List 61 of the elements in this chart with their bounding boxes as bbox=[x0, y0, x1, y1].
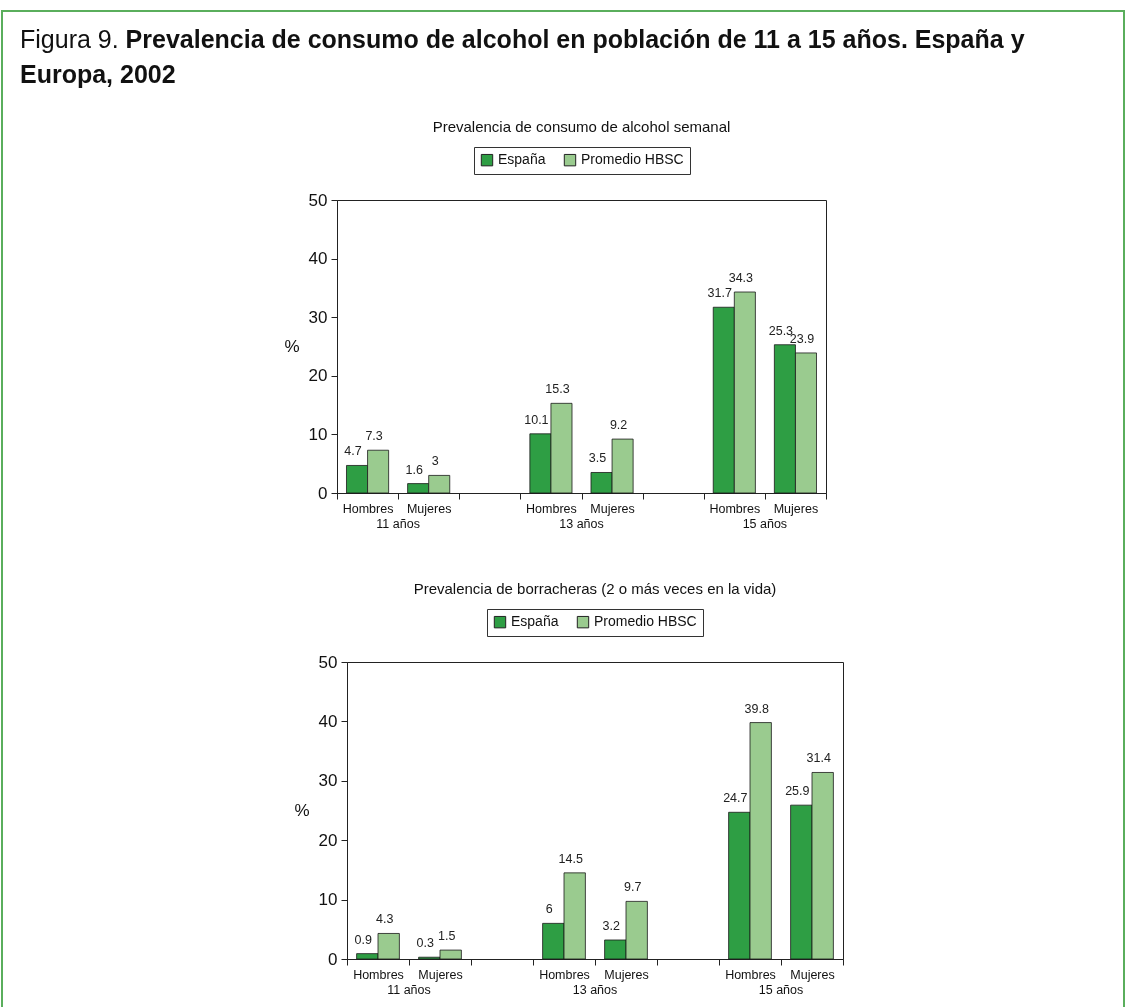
data-label: 34.3 bbox=[728, 271, 754, 285]
data-label: 4.3 bbox=[375, 912, 394, 927]
data-label: 25.9 bbox=[785, 784, 810, 799]
y-axis-title: % bbox=[284, 337, 300, 356]
data-label: 24.7 bbox=[723, 791, 748, 806]
data-label: 3.2 bbox=[602, 918, 621, 933]
x-tick-label: Mujeres bbox=[406, 501, 452, 516]
y-tick-label: 40 bbox=[308, 249, 328, 269]
text: 15 años bbox=[742, 517, 788, 531]
data-label: 6 bbox=[545, 902, 553, 917]
text: 11 años bbox=[376, 517, 420, 531]
x-tick-label: Hombres bbox=[725, 967, 776, 982]
data-label: 1.6 bbox=[405, 462, 423, 477]
data-label: 4.7 bbox=[344, 444, 362, 459]
y-tick-label: 50 bbox=[308, 190, 328, 210]
x-tick-label: Mujeres bbox=[604, 967, 649, 982]
x-tick-label: Mujeres bbox=[418, 967, 463, 982]
data-label: 14.5 bbox=[558, 851, 583, 866]
y-tick-label: 10 bbox=[318, 890, 338, 910]
x-tick-label: Hombres bbox=[342, 501, 394, 516]
chart-title: Prevalencia de borracheras (2 o más veces en la vida) bbox=[413, 579, 777, 597]
data-label: 1.5 bbox=[437, 929, 456, 944]
y-tick-label: 0 bbox=[328, 949, 338, 969]
y-tick-label: 50 bbox=[318, 652, 338, 672]
legend-label: Promedio HBSC bbox=[581, 151, 684, 168]
data-label: 3.5 bbox=[588, 451, 607, 466]
x-tick-label: Mujeres bbox=[773, 501, 819, 516]
y-axis-title: % bbox=[294, 801, 310, 820]
data-label: 31.4 bbox=[806, 751, 831, 766]
y-tick-label: 40 bbox=[318, 711, 338, 731]
data-label: 9.2 bbox=[609, 418, 628, 433]
legend-label: Promedio HBSC bbox=[594, 613, 697, 630]
text: 15 años bbox=[758, 983, 804, 997]
data-label: 10.1 bbox=[524, 412, 549, 427]
x-tick-label: Hombres bbox=[526, 501, 577, 516]
x-tick-label: Hombres bbox=[709, 501, 761, 516]
y-tick-label: 20 bbox=[308, 366, 328, 386]
data-label: 7.3 bbox=[365, 429, 383, 444]
x-tick-label: Mujeres bbox=[790, 967, 835, 982]
chart-title: Figura 9. Prevalencia de consumo de alcohol en población de 11 a 15 años. España y Europa, 2002 bbox=[20, 24, 1026, 90]
text: 13 años bbox=[559, 517, 604, 531]
y-tick-label: 0 bbox=[318, 483, 328, 503]
x-tick-label: Mujeres bbox=[590, 501, 635, 516]
x-tick-label: Hombres bbox=[353, 967, 404, 982]
data-label: 3 bbox=[431, 454, 439, 469]
y-tick-label: 10 bbox=[308, 424, 328, 444]
y-tick-label: 30 bbox=[318, 771, 338, 791]
legend-label: España bbox=[511, 613, 559, 630]
data-label: 31.7 bbox=[707, 286, 732, 301]
x-tick-label: Hombres bbox=[539, 967, 590, 982]
data-label: 39.8 bbox=[744, 701, 769, 716]
chart-subtitle: Prevalencia de consumo de alcohol semanal bbox=[432, 117, 731, 135]
data-label: 0.9 bbox=[354, 932, 373, 947]
data-label: 15.3 bbox=[545, 382, 570, 397]
y-tick-label: 30 bbox=[308, 307, 328, 327]
text: 13 años bbox=[572, 983, 618, 997]
legend-label: España bbox=[498, 151, 546, 168]
text: 11 años bbox=[387, 983, 431, 997]
y-tick-label: 20 bbox=[318, 830, 338, 850]
data-label: 0.3 bbox=[416, 936, 435, 951]
data-label: 9.7 bbox=[623, 880, 642, 895]
